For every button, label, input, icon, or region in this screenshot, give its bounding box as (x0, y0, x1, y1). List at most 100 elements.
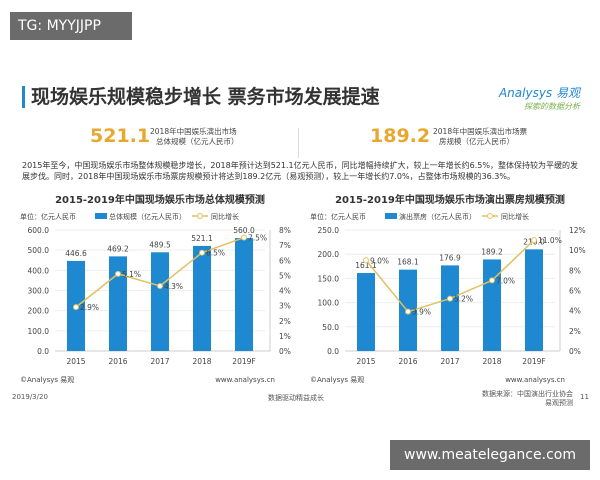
x-tick-label: 2015 (66, 357, 85, 366)
source-right: www.analysys.cn (505, 376, 565, 384)
bar-value-label: 161.1 (355, 261, 377, 270)
bar-value-label: 469.2 (107, 244, 129, 253)
growth-point (531, 237, 537, 244)
logo: Analysys 易观 探索的数据分析 (499, 84, 580, 112)
y-tick-label: 100.0 (318, 299, 340, 308)
y2-tick-label: 1% (279, 332, 291, 341)
x-tick-label: 2017 (150, 357, 169, 366)
y2-tick-label: 0% (279, 347, 291, 356)
growth-value-label: 5.2% (454, 295, 473, 304)
growth-value-label: 4.3% (164, 282, 183, 291)
y2-tick-label: 7% (279, 241, 291, 250)
logo-sub: 探索的数据分析 (524, 102, 580, 111)
growth-value-label: 7.5% (248, 234, 267, 243)
x-tick-label: 2019F (232, 357, 255, 366)
divider (298, 128, 299, 158)
y-tick-label: 400.0 (28, 266, 50, 275)
bar (193, 245, 211, 351)
y2-tick-label: 2% (569, 327, 581, 336)
bar (235, 238, 253, 351)
y2-tick-label: 3% (279, 302, 291, 311)
y2-tick-label: 8% (569, 266, 581, 275)
overlay-tag: TG: MYYJJPP (10, 12, 132, 40)
growth-point (241, 234, 247, 241)
page-title: 现场娱乐规模稳步增长 票务市场发展提速 (22, 86, 380, 108)
growth-point (363, 257, 369, 264)
growth-value-label: 5.1% (122, 270, 141, 279)
y-tick-label: 100.0 (28, 327, 50, 336)
y-tick-label: 500.0 (28, 246, 50, 255)
y2-tick-label: 6% (279, 256, 291, 265)
x-tick-label: 2017 (440, 357, 459, 366)
footer-date: 2019/3/20 (12, 393, 48, 401)
bar-value-label: 189.2 (481, 247, 503, 256)
bar (441, 265, 459, 351)
bar-value-label: 560.0 (233, 226, 255, 235)
growth-value-label: 3.9% (412, 308, 431, 317)
growth-point (73, 304, 79, 311)
growth-value-label: 9.0% (370, 256, 389, 265)
legend-bar-label: 总体规模（亿元人民币） (109, 212, 186, 221)
bar (483, 259, 501, 351)
x-tick-label: 2016 (108, 357, 127, 366)
legend-line-label: 同比增长 (501, 212, 529, 221)
growth-point (447, 295, 453, 302)
legend-bar-swatch (385, 213, 397, 219)
x-tick-label: 2016 (398, 357, 417, 366)
bar-value-label: 489.5 (149, 240, 171, 249)
legend-line-marker (487, 213, 493, 219)
bar-value-label: 168.1 (397, 258, 419, 267)
bar (109, 256, 127, 351)
source-left: ©Analysys 易观 (20, 376, 74, 384)
y-tick-label: 200.0 (318, 250, 340, 259)
source-right: www.analysys.cn (215, 376, 275, 384)
y-tick-label: 300.0 (28, 287, 50, 296)
source-left: ©Analysys 易观 (310, 376, 364, 384)
kpi-desc: 2018年中国娱乐演出市场票 房规模（亿元人民币） (433, 127, 528, 146)
watermark: www.meatelegance.com (390, 440, 590, 470)
x-tick-label: 2018 (482, 357, 501, 366)
y2-tick-label: 8% (279, 226, 291, 235)
y-tick-label: 0.0 (37, 347, 49, 356)
y-tick-label: 150.0 (318, 274, 340, 283)
chart-title: 2015-2019年中国现场娱乐市场演出票房规模预测 (335, 193, 565, 206)
bar-value-label: 176.9 (439, 253, 461, 262)
page-number: 11 (580, 393, 589, 401)
y-tick-label: 600.0 (28, 226, 50, 235)
legend-bar-swatch (95, 213, 107, 219)
growth-point (199, 249, 205, 256)
kpi-desc: 2018年中国娱乐演出市场 总体规模（亿元人民币） (150, 127, 239, 146)
bar-value-label: 446.6 (65, 249, 87, 258)
bar (525, 249, 543, 351)
y2-tick-label: 5% (279, 271, 291, 280)
growth-value-label: 2.9% (80, 303, 99, 312)
growth-point (405, 308, 411, 315)
chart-title: 2015-2019年中国现场娱乐市场总体规模预测 (55, 193, 265, 206)
legend-bar-label: 演出票房（亿元人民币） (399, 212, 476, 221)
y2-tick-label: 0% (569, 347, 581, 356)
growth-point (157, 282, 163, 289)
y2-tick-label: 2% (279, 317, 291, 326)
growth-point (489, 277, 495, 284)
y-tick-label: 50.0 (322, 323, 339, 332)
legend-line-marker (197, 213, 203, 219)
bar (151, 252, 169, 351)
y2-tick-label: 4% (279, 287, 291, 296)
y2-tick-label: 12% (569, 226, 586, 235)
bar (357, 273, 375, 351)
y-tick-label: 0.0 (327, 347, 339, 356)
kpi-value: 521.1 (90, 125, 151, 147)
y2-tick-label: 6% (569, 287, 581, 296)
x-tick-label: 2019F (522, 357, 545, 366)
y-tick-label: 200.0 (28, 307, 50, 316)
y2-tick-label: 10% (569, 246, 586, 255)
y-tick-label: 250.0 (318, 226, 340, 235)
bar-value-label: 521.1 (191, 234, 213, 243)
y2-tick-label: 4% (569, 307, 581, 316)
unit-label: 单位：亿元人民币 (310, 212, 366, 221)
legend-line-label: 同比增长 (211, 212, 239, 221)
footer-slogan: 数据驱动精益成长 (268, 394, 324, 402)
logo-main: Analysys 易观 (498, 86, 580, 100)
